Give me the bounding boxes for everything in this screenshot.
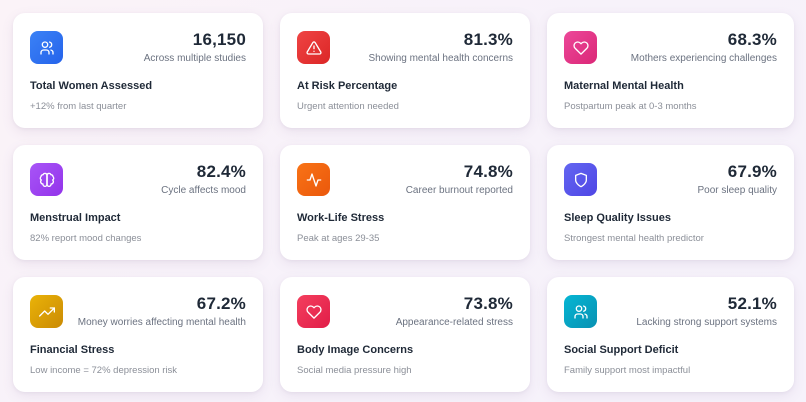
- card-title: Financial Stress: [30, 344, 115, 356]
- card-title: Social Support Deficit: [564, 344, 679, 356]
- card-title: Menstrual Impact: [30, 212, 121, 224]
- stat-caption: Lacking strong support systems: [636, 317, 777, 328]
- alert-triangle-icon: [297, 31, 330, 64]
- stat-caption: Appearance-related stress: [395, 317, 513, 328]
- stat-card-work-life: 74.8% Career burnout reported Work-Life …: [280, 145, 530, 260]
- stat-card-financial: 67.2% Money worries affecting mental hea…: [13, 277, 263, 392]
- card-title: Body Image Concerns: [297, 344, 414, 356]
- stat-value: 67.9%: [727, 162, 777, 181]
- brain-icon: [30, 163, 63, 196]
- stat-caption: Showing mental health concerns: [368, 53, 513, 64]
- card-title: At Risk Percentage: [297, 80, 398, 92]
- users-icon: [564, 295, 597, 328]
- card-subtitle: Family support most impactful: [564, 365, 691, 376]
- stat-value: 68.3%: [727, 30, 777, 49]
- trending-up-icon: [30, 295, 63, 328]
- stat-value: 73.8%: [463, 294, 513, 313]
- card-subtitle: Strongest mental health predictor: [564, 233, 704, 244]
- stat-caption: Across multiple studies: [143, 53, 246, 64]
- stat-value: 67.2%: [196, 294, 246, 313]
- card-subtitle: +12% from last quarter: [30, 101, 127, 112]
- card-title: Sleep Quality Issues: [564, 212, 671, 224]
- stat-caption: Money worries affecting mental health: [77, 317, 246, 328]
- card-subtitle: Peak at ages 29-35: [297, 233, 380, 244]
- stat-value: 16,150: [192, 30, 246, 49]
- stat-card-total-women: 16,150 Across multiple studies Total Wom…: [13, 13, 263, 128]
- stat-value: 52.1%: [727, 294, 777, 313]
- stat-value: 82.4%: [196, 162, 246, 181]
- card-subtitle: Postpartum peak at 0-3 months: [564, 101, 697, 112]
- stat-card-body-image: 73.8% Appearance-related stress Body Ima…: [280, 277, 530, 392]
- stat-caption: Poor sleep quality: [697, 185, 778, 196]
- card-subtitle: Urgent attention needed: [297, 101, 399, 112]
- card-subtitle: Social media pressure high: [297, 365, 412, 376]
- stat-caption: Mothers experiencing challenges: [630, 53, 777, 64]
- stat-value: 74.8%: [463, 162, 513, 181]
- stat-card-at-risk: 81.3% Showing mental health concerns At …: [280, 13, 530, 128]
- stat-card-maternal: 68.3% Mothers experiencing challenges Ma…: [547, 13, 794, 128]
- card-title: Maternal Mental Health: [564, 80, 684, 92]
- stat-card-sleep: 67.9% Poor sleep quality Sleep Quality I…: [547, 145, 794, 260]
- heart-icon: [297, 295, 330, 328]
- stat-caption: Career burnout reported: [405, 185, 513, 196]
- users-icon: [30, 31, 63, 64]
- card-title: Total Women Assessed: [30, 80, 153, 92]
- stat-caption: Cycle affects mood: [161, 185, 246, 196]
- stat-card-social-support: 52.1% Lacking strong support systems Soc…: [547, 277, 794, 392]
- stat-card-menstrual: 82.4% Cycle affects mood Menstrual Impac…: [13, 145, 263, 260]
- stats-grid: 16,150 Across multiple studies Total Wom…: [13, 13, 794, 392]
- heart-icon: [564, 31, 597, 64]
- card-subtitle: 82% report mood changes: [30, 233, 142, 244]
- shield-icon: [564, 163, 597, 196]
- stat-value: 81.3%: [463, 30, 513, 49]
- activity-icon: [297, 163, 330, 196]
- card-title: Work-Life Stress: [297, 212, 385, 224]
- card-subtitle: Low income = 72% depression risk: [30, 365, 178, 376]
